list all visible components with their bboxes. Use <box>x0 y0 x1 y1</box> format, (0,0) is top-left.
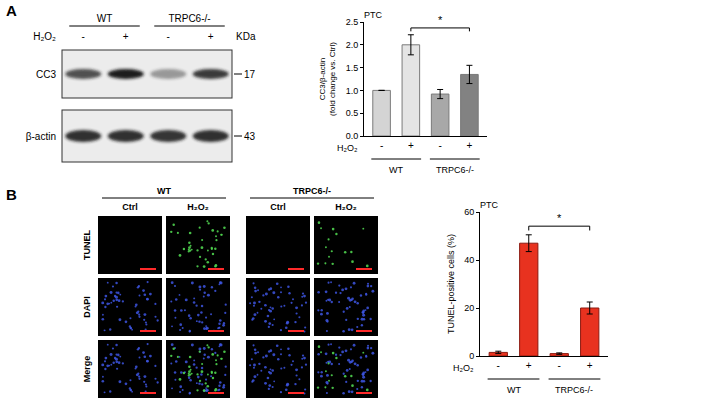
svg-text:-: - <box>558 360 561 371</box>
svg-text:40: 40 <box>464 255 474 265</box>
svg-text:TUNEL: TUNEL <box>82 230 92 260</box>
svg-text:B: B <box>6 186 17 203</box>
svg-text:Merge: Merge <box>82 356 92 383</box>
svg-text:-: - <box>380 140 383 151</box>
svg-text:WT: WT <box>389 165 403 175</box>
svg-text:+: + <box>208 31 214 42</box>
svg-text:H₂O₂: H₂O₂ <box>335 202 357 212</box>
svg-text:60: 60 <box>464 207 474 217</box>
svg-text:WT: WT <box>97 13 113 24</box>
svg-text:β-actin: β-actin <box>26 131 56 142</box>
svg-text:0: 0 <box>469 351 474 361</box>
svg-text:WT: WT <box>507 385 521 395</box>
svg-text:H₂O₂: H₂O₂ <box>453 363 474 373</box>
svg-text:Ctrl: Ctrl <box>122 202 138 212</box>
svg-text:PTC: PTC <box>364 10 383 20</box>
svg-text:-: - <box>497 360 500 371</box>
svg-text:TUNEL-positive cells (%): TUNEL-positive cells (%) <box>446 234 456 334</box>
svg-text:DAPI: DAPI <box>82 296 92 318</box>
svg-text:TRPC6-/-: TRPC6-/- <box>293 186 331 196</box>
svg-text:TRPC6-/-: TRPC6-/- <box>555 385 593 395</box>
svg-text:H₂O₂: H₂O₂ <box>187 202 209 212</box>
svg-text:*: * <box>557 212 562 224</box>
svg-text:17: 17 <box>244 69 256 80</box>
svg-text:CC3/β-actin(fold change vs. Ct: CC3/β-actin(fold change vs. Ctrl) <box>318 42 337 116</box>
svg-text:H₂O₂: H₂O₂ <box>337 143 358 153</box>
svg-text:1.0: 1.0 <box>346 86 359 96</box>
svg-text:A: A <box>6 2 17 19</box>
svg-text:-: - <box>82 31 85 42</box>
svg-text:H₂O₂: H₂O₂ <box>33 31 56 42</box>
svg-text:TRPC6-/-: TRPC6-/- <box>436 165 474 175</box>
svg-text:-: - <box>438 140 441 151</box>
svg-text:0.5: 0.5 <box>346 108 359 118</box>
svg-text:+: + <box>467 140 473 151</box>
svg-text:2.5: 2.5 <box>346 17 359 27</box>
svg-text:0.0: 0.0 <box>346 131 359 141</box>
svg-text:-: - <box>167 31 170 42</box>
svg-text:2.0: 2.0 <box>346 40 359 50</box>
svg-text:WT: WT <box>157 186 171 196</box>
svg-text:*: * <box>438 14 443 26</box>
svg-text:TRPC6-/-: TRPC6-/- <box>168 13 210 24</box>
svg-text:CC3: CC3 <box>36 69 56 80</box>
svg-text:20: 20 <box>464 303 474 313</box>
svg-text:1.5: 1.5 <box>346 63 359 73</box>
svg-text:Ctrl: Ctrl <box>270 202 286 212</box>
svg-text:+: + <box>123 31 129 42</box>
svg-text:43: 43 <box>244 131 256 142</box>
svg-text:+: + <box>526 360 532 371</box>
svg-text:+: + <box>408 140 414 151</box>
svg-text:PTC: PTC <box>480 200 499 210</box>
svg-text:KDa: KDa <box>236 31 256 42</box>
svg-text:+: + <box>587 360 593 371</box>
